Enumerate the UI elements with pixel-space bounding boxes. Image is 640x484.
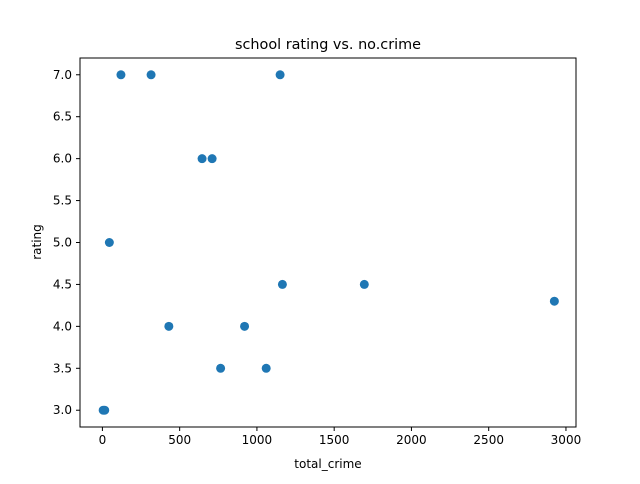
y-tick-label: 3.0	[53, 403, 72, 417]
x-tick-label: 3000	[551, 433, 582, 447]
data-point	[359, 279, 369, 289]
data-point	[207, 154, 217, 164]
y-tick-label: 5.5	[53, 194, 72, 208]
plot-area-frame	[79, 57, 577, 428]
y-tick-label: 5.0	[53, 236, 72, 250]
data-point	[100, 405, 110, 415]
data-point	[197, 154, 207, 164]
data-point	[116, 70, 126, 80]
data-point	[549, 296, 559, 306]
x-axis-label: total_crime	[294, 457, 361, 471]
y-axis-label: rating	[30, 224, 44, 260]
chart-title: school rating vs. no.crime	[235, 37, 421, 53]
data-point	[275, 70, 285, 80]
x-tick-label: 1500	[319, 433, 350, 447]
data-point	[216, 363, 226, 373]
x-tick-label: 1000	[242, 433, 273, 447]
y-tick-label: 3.5	[53, 361, 72, 375]
x-tick-label: 2000	[396, 433, 427, 447]
y-tick-label: 4.0	[53, 319, 72, 333]
x-tick-label: 0	[99, 433, 107, 447]
y-tick-label: 4.5	[53, 277, 72, 291]
x-tick-label: 500	[168, 433, 191, 447]
data-point	[164, 321, 174, 331]
y-tick-label: 7.0	[53, 68, 72, 82]
y-tick-label: 6.0	[53, 152, 72, 166]
data-point	[104, 238, 114, 247]
data-point	[261, 363, 271, 373]
data-point	[146, 70, 156, 80]
data-point	[277, 279, 287, 289]
x-tick-label: 2500	[473, 433, 504, 447]
data-point	[240, 321, 250, 331]
data-points	[98, 70, 559, 415]
x-axis-ticks: 0 500 1000 1500 2000 2500 3000	[99, 427, 582, 447]
y-tick-label: 6.5	[53, 110, 72, 124]
y-axis-ticks: 3.0 3.5 4.0 4.5 5.0 5.5 6.0 6.5 7.0	[53, 68, 80, 417]
